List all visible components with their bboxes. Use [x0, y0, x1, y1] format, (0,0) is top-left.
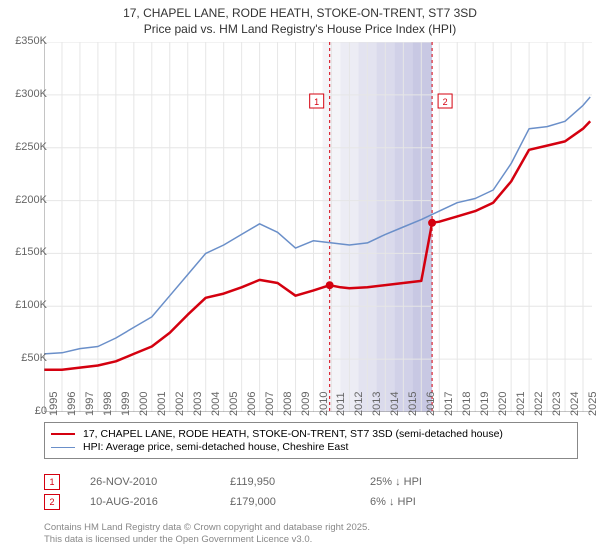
- x-tick-label: 2018: [461, 392, 473, 416]
- x-tick-label: 2008: [282, 392, 294, 416]
- marker-date: 10-AUG-2016: [90, 496, 230, 508]
- x-tick-label: 2012: [353, 392, 365, 416]
- x-tick-label: 2009: [300, 392, 312, 416]
- x-tick-label: 2010: [318, 392, 330, 416]
- x-tick-label: 2020: [497, 392, 509, 416]
- y-tick-label: £350K: [0, 35, 47, 47]
- attribution-line2: This data is licensed under the Open Gov…: [44, 534, 370, 546]
- marker-price: £119,950: [230, 476, 370, 488]
- x-tick-label: 2013: [371, 392, 383, 416]
- x-tick-label: 2005: [228, 392, 240, 416]
- legend-row: HPI: Average price, semi-detached house,…: [51, 441, 571, 453]
- legend-swatch: [51, 433, 75, 435]
- legend-swatch: [51, 447, 75, 448]
- svg-text:1: 1: [314, 97, 319, 107]
- x-tick-label: 2021: [515, 392, 527, 416]
- x-tick-label: 2003: [192, 392, 204, 416]
- x-tick-label: 1996: [66, 392, 78, 416]
- marker-price: £179,000: [230, 496, 370, 508]
- chart-title: 17, CHAPEL LANE, RODE HEATH, STOKE-ON-TR…: [0, 0, 600, 37]
- x-tick-label: 2006: [246, 392, 258, 416]
- y-tick-label: £200K: [0, 194, 47, 206]
- y-tick-label: £50K: [0, 352, 47, 364]
- y-tick-label: £100K: [0, 299, 47, 311]
- x-tick-label: 2024: [569, 392, 581, 416]
- marker-table-row: 1 26-NOV-2010£119,95025% ↓ HPI: [44, 474, 564, 490]
- legend-label: 17, CHAPEL LANE, RODE HEATH, STOKE-ON-TR…: [83, 428, 503, 440]
- title-line2: Price paid vs. HM Land Registry's House …: [0, 22, 600, 38]
- legend-label: HPI: Average price, semi-detached house,…: [83, 441, 348, 453]
- x-tick-label: 2023: [551, 392, 563, 416]
- y-tick-label: £250K: [0, 141, 47, 153]
- x-tick-label: 2011: [335, 392, 347, 416]
- chart-plot-area: 12: [44, 42, 592, 412]
- attribution-line1: Contains HM Land Registry data © Crown c…: [44, 522, 370, 534]
- x-tick-label: 2001: [156, 392, 168, 416]
- marker-delta: 25% ↓ HPI: [370, 476, 510, 488]
- x-tick-label: 2014: [389, 392, 401, 416]
- y-tick-label: £150K: [0, 246, 47, 258]
- x-tick-label: 2002: [174, 392, 186, 416]
- x-tick-label: 2025: [587, 392, 599, 416]
- y-tick-label: £0: [0, 405, 47, 417]
- x-tick-label: 1998: [102, 392, 114, 416]
- title-line1: 17, CHAPEL LANE, RODE HEATH, STOKE-ON-TR…: [0, 6, 600, 22]
- marker-number-box: 1: [44, 474, 60, 490]
- marker-table-row: 2 10-AUG-2016£179,0006% ↓ HPI: [44, 494, 564, 510]
- x-tick-label: 2000: [138, 392, 150, 416]
- x-tick-label: 2017: [443, 392, 455, 416]
- attribution: Contains HM Land Registry data © Crown c…: [44, 522, 370, 547]
- x-tick-label: 2016: [425, 392, 437, 416]
- x-tick-label: 1995: [48, 392, 60, 416]
- x-tick-label: 2015: [407, 392, 419, 416]
- legend-row: 17, CHAPEL LANE, RODE HEATH, STOKE-ON-TR…: [51, 428, 571, 440]
- x-tick-label: 2019: [479, 392, 491, 416]
- x-tick-label: 2004: [210, 392, 222, 416]
- x-tick-label: 1997: [84, 392, 96, 416]
- marker-table: 1 26-NOV-2010£119,95025% ↓ HPI 2 10-AUG-201…: [44, 470, 564, 514]
- marker-delta: 6% ↓ HPI: [370, 496, 510, 508]
- chart-svg: 12: [44, 42, 592, 412]
- y-tick-label: £300K: [0, 88, 47, 100]
- marker-number-box: 2: [44, 494, 60, 510]
- marker-date: 26-NOV-2010: [90, 476, 230, 488]
- x-tick-label: 1999: [120, 392, 132, 416]
- legend: 17, CHAPEL LANE, RODE HEATH, STOKE-ON-TR…: [44, 422, 578, 459]
- x-tick-label: 2007: [264, 392, 276, 416]
- x-tick-label: 2022: [533, 392, 545, 416]
- svg-text:2: 2: [443, 97, 448, 107]
